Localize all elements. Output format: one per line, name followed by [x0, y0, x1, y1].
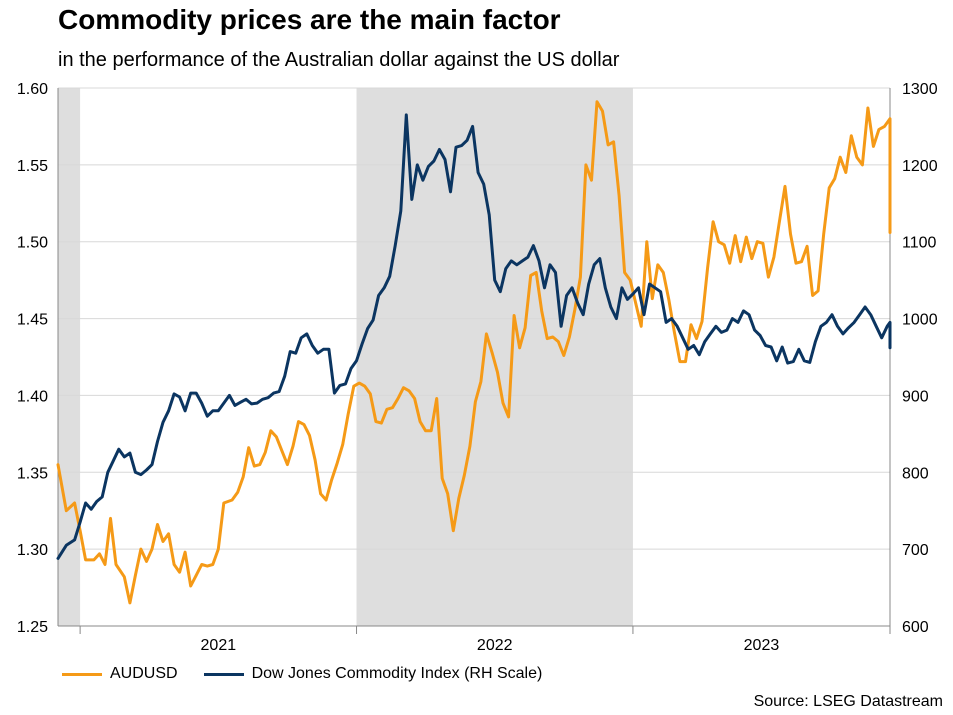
legend-swatch-commodity — [203, 672, 244, 676]
y-right-tick-label: 1000 — [902, 312, 938, 329]
legend-item-commodity: Dow Jones Commodity Index (RH Scale) — [203, 665, 543, 683]
y-left-tick-label: 1.60 — [17, 81, 48, 98]
series-audusd-line — [56, 100, 892, 605]
y-left-tick-label: 1.55 — [17, 158, 48, 175]
legend-item-audusd: AUDUSD — [62, 665, 178, 683]
legend-swatch-audusd — [62, 672, 102, 676]
x-tick-label-2021: 2021 — [201, 637, 237, 654]
chart-title: Commodity prices are the main factor — [58, 4, 561, 35]
y-left-tick-label: 1.45 — [17, 312, 48, 329]
y-left-tick-label: 1.35 — [17, 465, 48, 482]
y-right-tick-label: 1300 — [902, 81, 938, 98]
legend-label-audusd: AUDUSD — [110, 665, 178, 682]
x-tick-label-2022: 2022 — [477, 637, 513, 654]
chart-area: 1.25 600 1.30 700 1.35 800 1.40 900 1.45 1000 1.50… — [17, 81, 938, 654]
legend: AUDUSD Dow Jones Commodity Index (RH Sca… — [62, 665, 568, 683]
chart-subtitle: in the performance of the Australian dol… — [58, 49, 620, 71]
y-left-tick-label: 1.40 — [17, 388, 48, 405]
y-right-tick-label: 1100 — [902, 235, 937, 252]
y-right-tick-label: 1200 — [902, 158, 938, 175]
y-right-tick-label: 800 — [902, 465, 929, 482]
y-right-tick-label: 600 — [902, 619, 929, 636]
y-right-tick-label: 700 — [902, 542, 929, 559]
y-left-tick-label: 1.30 — [17, 542, 48, 559]
y-right-tick-label: 900 — [902, 388, 929, 405]
legend-label-commodity: Dow Jones Commodity Index (RH Scale) — [251, 665, 543, 682]
y-left-tick-label: 1.50 — [17, 235, 48, 252]
source-note: Source: LSEG Datastream — [753, 693, 943, 710]
x-tick-label-2023: 2023 — [744, 637, 780, 654]
series-commodity-line — [56, 113, 892, 560]
y-left-tick-label: 1.25 — [17, 619, 48, 636]
shaded-period-0 — [58, 88, 81, 626]
